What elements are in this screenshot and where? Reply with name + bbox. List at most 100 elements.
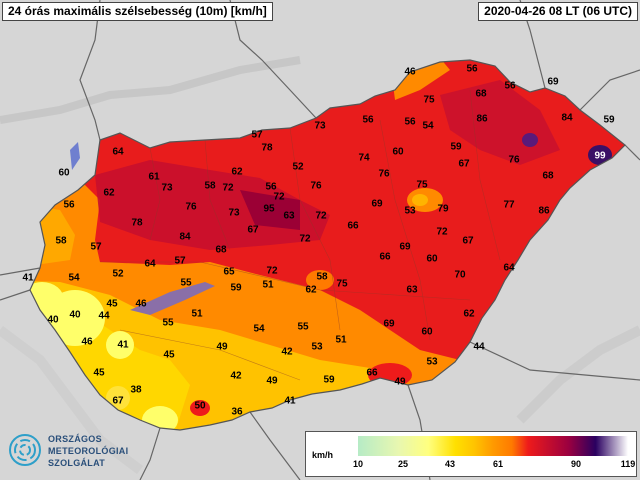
station-value: 60 xyxy=(392,146,404,158)
station-value: 84 xyxy=(561,112,573,124)
station-value: 52 xyxy=(292,161,304,173)
legend-tick-label: 43 xyxy=(444,459,456,469)
station-value: 57 xyxy=(90,241,102,253)
station-value: 68 xyxy=(475,88,487,100)
station-value: 69 xyxy=(371,198,383,210)
station-value: 51 xyxy=(262,279,274,291)
map-title: 24 órás maximális szélsebesség (10m) [km… xyxy=(2,2,273,21)
station-value: 67 xyxy=(462,235,474,247)
legend-tick-label: 119 xyxy=(620,459,636,469)
legend-colorbar xyxy=(358,436,628,456)
station-value: 45 xyxy=(163,349,175,361)
station-value: 78 xyxy=(261,142,273,154)
station-value: 76 xyxy=(185,201,197,213)
station-value: 65 xyxy=(223,266,235,278)
station-value: 72 xyxy=(273,191,285,203)
station-value: 40 xyxy=(47,314,59,326)
station-value: 78 xyxy=(131,217,143,229)
station-value: 75 xyxy=(423,94,435,106)
station-value: 62 xyxy=(103,187,115,199)
station-value: 56 xyxy=(504,80,516,92)
station-value: 53 xyxy=(426,356,438,368)
legend-tick-label: 10 xyxy=(352,459,364,469)
station-value: 46 xyxy=(135,298,147,310)
station-value: 63 xyxy=(283,210,295,222)
station-value: 57 xyxy=(251,129,263,141)
station-value: 60 xyxy=(421,326,433,338)
station-value: 36 xyxy=(231,406,243,418)
station-value: 44 xyxy=(473,341,485,353)
station-value: 44 xyxy=(98,310,110,322)
station-value: 66 xyxy=(379,251,391,263)
station-value: 60 xyxy=(58,167,70,179)
station-value: 99 xyxy=(594,150,606,162)
station-value: 77 xyxy=(503,199,515,211)
legend-tick-label: 90 xyxy=(570,459,582,469)
hungary-border xyxy=(29,59,626,431)
station-value: 56 xyxy=(466,63,478,75)
station-value: 72 xyxy=(299,233,311,245)
station-value: 73 xyxy=(314,120,326,132)
station-value: 50 xyxy=(194,400,206,412)
station-value: 69 xyxy=(383,318,395,330)
station-value: 62 xyxy=(231,166,243,178)
logo-line-3: SZOLGÁLAT xyxy=(48,458,106,468)
station-value: 69 xyxy=(399,241,411,253)
station-value: 63 xyxy=(406,284,418,296)
station-value: 67 xyxy=(458,158,470,170)
station-value: 42 xyxy=(281,346,293,358)
station-value: 58 xyxy=(316,271,328,283)
station-value: 57 xyxy=(174,255,186,267)
station-value: 76 xyxy=(310,180,322,192)
station-value: 45 xyxy=(93,367,105,379)
station-value: 54 xyxy=(253,323,265,335)
station-value: 70 xyxy=(454,269,466,281)
station-value: 84 xyxy=(179,231,191,243)
station-value: 54 xyxy=(68,272,80,284)
map-datetime: 2020-04-26 08 LT (06 UTC) xyxy=(478,2,638,21)
station-value: 51 xyxy=(191,308,203,320)
logo-line-1: ORSZÁGOS xyxy=(48,434,102,444)
station-value: 86 xyxy=(476,113,488,125)
station-value: 55 xyxy=(297,321,309,333)
station-value: 75 xyxy=(336,278,348,290)
station-value: 60 xyxy=(426,253,438,265)
station-value: 64 xyxy=(503,262,515,274)
station-value: 53 xyxy=(404,205,416,217)
station-value: 64 xyxy=(144,258,156,270)
station-value: 72 xyxy=(266,265,278,277)
legend: km/h 10 25 43 61 90 119 xyxy=(305,431,637,477)
station-value: 66 xyxy=(366,367,378,379)
station-value: 66 xyxy=(347,220,359,232)
station-value: 53 xyxy=(311,341,323,353)
station-value: 49 xyxy=(394,376,406,388)
logo-line-2: METEOROLÓGIAI xyxy=(48,446,129,456)
legend-unit: km/h xyxy=(312,450,334,460)
station-value: 62 xyxy=(463,308,475,320)
station-value: 72 xyxy=(315,210,327,222)
station-value: 46 xyxy=(81,336,93,348)
station-value: 41 xyxy=(284,395,296,407)
station-value: 59 xyxy=(323,374,335,386)
station-value: 73 xyxy=(228,207,240,219)
station-value: 79 xyxy=(437,203,449,215)
station-value: 38 xyxy=(130,384,142,396)
omsz-logo-icon xyxy=(9,434,41,466)
station-value: 62 xyxy=(305,284,317,296)
station-value: 68 xyxy=(542,170,554,182)
station-value: 59 xyxy=(230,282,242,294)
station-value: 59 xyxy=(450,141,462,153)
station-value: 55 xyxy=(180,277,192,289)
station-value: 56 xyxy=(362,114,374,126)
station-value: 58 xyxy=(204,180,216,192)
station-value: 61 xyxy=(148,171,160,183)
station-value: 41 xyxy=(117,339,129,351)
station-value: 54 xyxy=(422,120,434,132)
station-value: 49 xyxy=(216,341,228,353)
station-value: 45 xyxy=(106,298,118,310)
station-value: 56 xyxy=(265,181,277,193)
station-value: 58 xyxy=(55,235,67,247)
station-value: 86 xyxy=(538,205,550,217)
